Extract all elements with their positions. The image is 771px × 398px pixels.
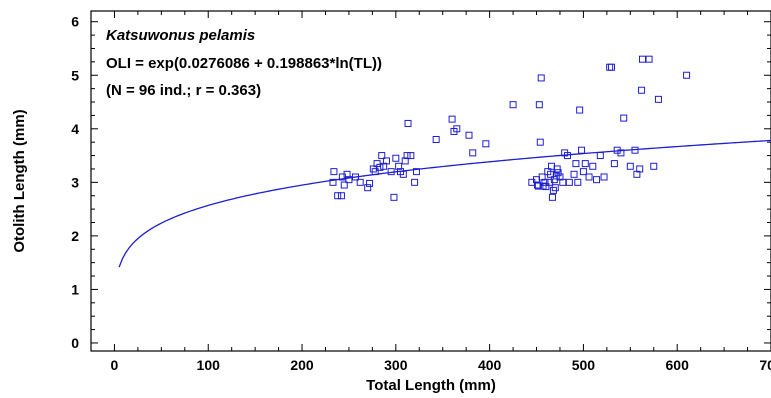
data-point [610, 160, 618, 168]
data-point [536, 138, 544, 146]
data-point [600, 173, 608, 181]
data-point [432, 136, 440, 143]
data-point [585, 173, 593, 181]
data-point [412, 168, 420, 176]
data-point [465, 131, 473, 139]
x-tick-label: 600 [666, 357, 690, 373]
data-point [572, 160, 580, 168]
data-point [411, 178, 419, 186]
data-point [401, 157, 409, 165]
data-point [371, 168, 379, 176]
fit-curve [118, 139, 771, 268]
data-point [636, 165, 644, 173]
data-point [343, 170, 351, 178]
data-point [548, 193, 556, 201]
equation-label: OLI = exp(0.0276086 + 0.198863*ln(TL)) [106, 55, 382, 72]
data-point [576, 106, 584, 114]
data-point [626, 162, 634, 170]
x-tick-label: 100 [197, 357, 221, 373]
data-point [334, 192, 342, 200]
data-point [579, 168, 587, 176]
data-point [366, 179, 374, 187]
data-point [654, 95, 662, 103]
data-points [329, 55, 691, 201]
data-point [329, 178, 337, 186]
data-point [404, 119, 412, 127]
data-point [596, 152, 604, 160]
y-tick-label: 5 [71, 67, 79, 83]
data-point [534, 182, 542, 190]
data-point [537, 74, 545, 82]
x-tick-label: 700 [759, 357, 771, 373]
axis-ticks: 0 100 200 300 400 500 600 700 0 1 2 3 4 5 6 [71, 11, 771, 373]
data-point [593, 176, 601, 184]
data-point [392, 154, 400, 162]
data-point [387, 168, 395, 176]
data-point [390, 193, 398, 201]
x-tick-label: 400 [478, 357, 502, 373]
data-point [403, 152, 411, 160]
data-point [448, 115, 456, 123]
data-point [337, 192, 345, 200]
data-point [352, 173, 359, 181]
data-point [608, 63, 616, 71]
data-point [469, 149, 477, 157]
data-point [650, 162, 658, 170]
data-point [340, 181, 348, 189]
species-name: Katsuwonus pelamis [106, 27, 255, 44]
x-tick-label: 0 [111, 357, 119, 373]
data-point [395, 162, 403, 170]
x-tick-label: 300 [384, 357, 408, 373]
data-point [407, 152, 415, 160]
data-point [589, 162, 597, 170]
data-point [574, 178, 582, 186]
data-point [639, 55, 646, 63]
data-point [638, 86, 646, 94]
y-tick-label: 0 [71, 335, 79, 351]
data-point [631, 146, 639, 154]
fit-curve-layer [118, 139, 771, 268]
y-tick-label: 3 [71, 174, 79, 190]
y-tick-label: 4 [71, 121, 79, 137]
data-point [399, 170, 407, 178]
data-point [356, 178, 364, 186]
data-point [551, 184, 559, 192]
data-point [570, 170, 578, 178]
data-point [330, 168, 338, 176]
data-point [563, 152, 571, 160]
y-tick-label: 2 [71, 228, 79, 244]
data-point [565, 178, 573, 186]
stats-label: (N = 96 ind.; r = 0.363) [106, 82, 261, 99]
data-point [620, 114, 628, 122]
data-point [617, 149, 625, 157]
plot-frame [90, 10, 771, 352]
data-point [581, 160, 589, 168]
data-point [453, 125, 461, 133]
data-point [364, 184, 372, 192]
data-point [345, 176, 353, 184]
y-axis-title: Otolith Length (mm) [11, 109, 28, 252]
data-point [554, 169, 562, 177]
data-point [559, 178, 567, 186]
data-point [683, 71, 691, 79]
data-point [578, 146, 586, 154]
data-point [535, 101, 543, 109]
data-point [509, 101, 517, 109]
x-tick-label: 200 [290, 357, 314, 373]
data-point [645, 55, 653, 63]
data-point [482, 140, 490, 148]
data-point [541, 178, 549, 186]
data-point [606, 63, 614, 71]
data-point [382, 157, 390, 165]
data-point [553, 165, 561, 173]
y-tick-label: 1 [71, 281, 79, 297]
x-axis-title: Total Length (mm) [366, 377, 496, 394]
x-tick-label: 500 [572, 357, 596, 373]
data-point [378, 152, 386, 160]
y-tick-label: 6 [71, 14, 79, 30]
data-point [376, 163, 384, 171]
data-point [542, 183, 550, 191]
